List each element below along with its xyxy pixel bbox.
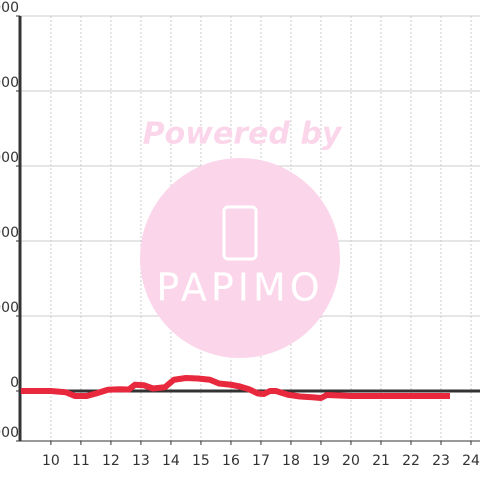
x-tick-label: 19 [312,453,330,469]
x-tick-label: 20 [342,453,360,469]
x-tick-label: 23 [432,453,450,469]
x-tick-label: 10 [42,453,60,469]
watermark-text: Powered by [143,117,343,152]
x-tick-label: 17 [252,453,270,469]
watermark-logo: PAPIMO [156,266,323,310]
x-tick-label: 22 [402,453,420,469]
x-tick-label: 16 [222,453,240,469]
x-tick-label: 18 [282,453,300,469]
x-tick-label: 24 [462,453,480,469]
y-tick-label: 0 [10,375,19,391]
x-tick-label: 12 [102,453,120,469]
y-tick-label: 120,000 [0,75,19,91]
x-tick-label: 21 [372,453,390,469]
y-tick-label: 90,000 [0,150,19,166]
watermark: Powered by PAPIMO [140,117,343,358]
y-tick-label: 30,000 [0,300,19,316]
watermark-phone [222,205,258,261]
x-tick-label: 11 [72,453,90,469]
data-line [20,375,450,401]
y-tick-label: 150,000 [0,0,19,16]
x-tick-label: 13 [132,453,150,469]
y-tick-label: 60,000 [0,225,19,241]
x-tick-label: 14 [162,453,180,469]
x-tick-label: 15 [192,453,210,469]
y-tick-label: -20,000 [0,425,19,441]
